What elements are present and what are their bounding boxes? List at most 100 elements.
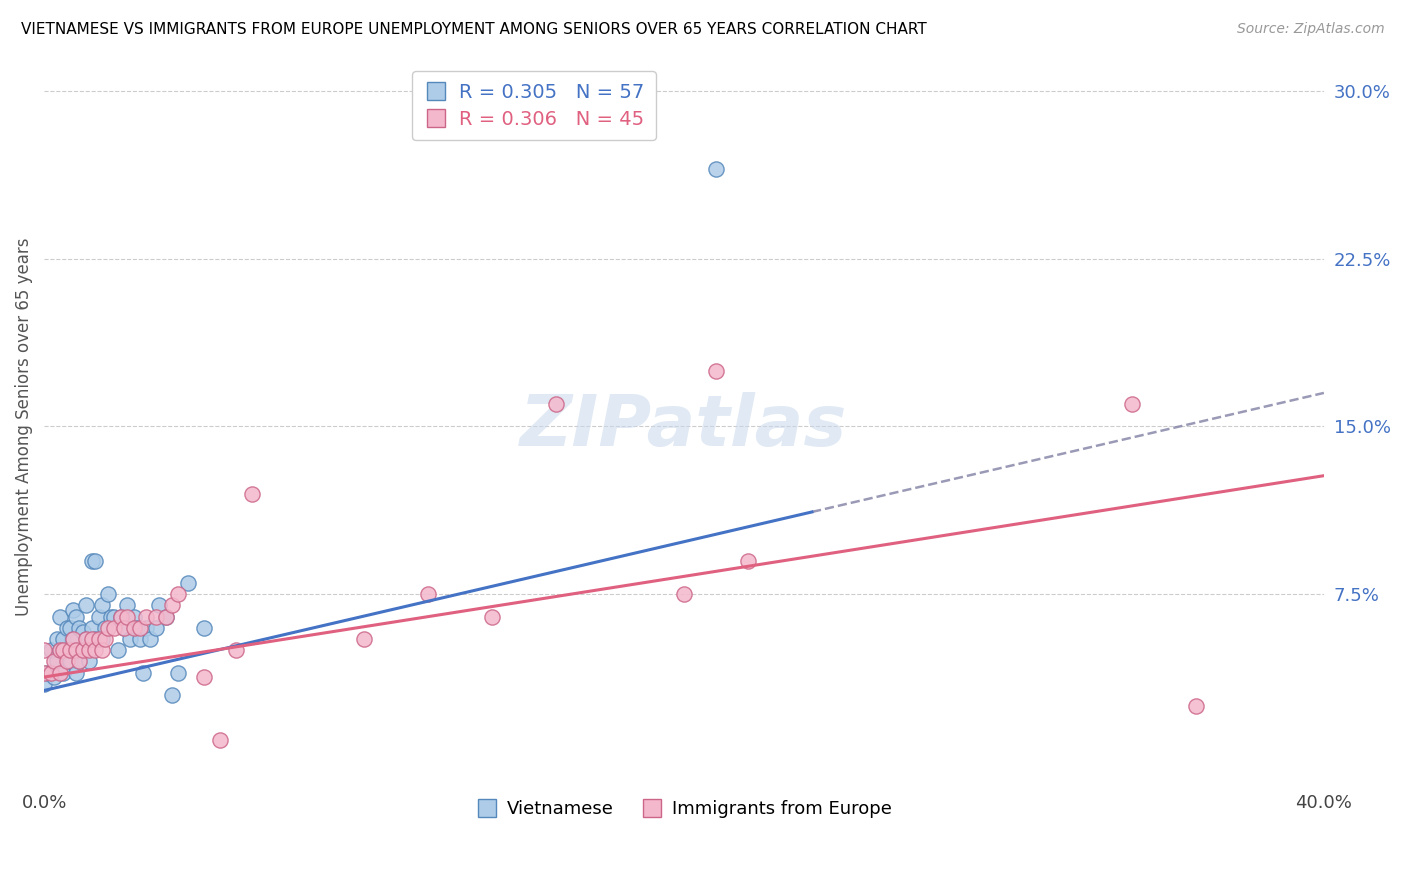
Point xyxy=(544,397,567,411)
Point xyxy=(55,654,77,668)
Point xyxy=(112,621,135,635)
Point xyxy=(132,665,155,680)
Point xyxy=(672,587,695,601)
Point xyxy=(65,643,87,657)
Legend: Vietnamese, Immigrants from Europe: Vietnamese, Immigrants from Europe xyxy=(470,793,898,825)
Point xyxy=(167,665,190,680)
Point xyxy=(49,609,72,624)
Point xyxy=(45,632,67,646)
Point xyxy=(704,162,727,177)
Point xyxy=(62,632,84,646)
Point xyxy=(193,670,215,684)
Point xyxy=(42,654,65,668)
Point xyxy=(67,621,90,635)
Point xyxy=(160,688,183,702)
Point xyxy=(209,732,232,747)
Point xyxy=(52,665,75,680)
Point xyxy=(62,643,84,657)
Point xyxy=(145,609,167,624)
Point xyxy=(90,643,112,657)
Point xyxy=(167,587,190,601)
Point xyxy=(39,665,62,680)
Point xyxy=(193,621,215,635)
Point xyxy=(39,643,62,657)
Point xyxy=(62,603,84,617)
Point xyxy=(82,632,104,646)
Point xyxy=(87,609,110,624)
Point xyxy=(72,625,94,640)
Text: VIETNAMESE VS IMMIGRANTS FROM EUROPE UNEMPLOYMENT AMONG SENIORS OVER 65 YEARS CO: VIETNAMESE VS IMMIGRANTS FROM EUROPE UNE… xyxy=(21,22,927,37)
Point xyxy=(67,654,90,668)
Point xyxy=(82,554,104,568)
Point xyxy=(75,632,97,646)
Point xyxy=(100,609,122,624)
Point xyxy=(122,609,145,624)
Point xyxy=(122,621,145,635)
Point xyxy=(90,632,112,646)
Point xyxy=(82,621,104,635)
Point xyxy=(84,643,107,657)
Point xyxy=(77,654,100,668)
Point xyxy=(67,654,90,668)
Point xyxy=(59,643,82,657)
Point xyxy=(148,599,170,613)
Point xyxy=(117,609,139,624)
Point xyxy=(62,632,84,646)
Point xyxy=(72,643,94,657)
Point xyxy=(65,665,87,680)
Point xyxy=(55,643,77,657)
Point xyxy=(90,599,112,613)
Point xyxy=(737,554,759,568)
Point xyxy=(52,643,75,657)
Point xyxy=(37,665,59,680)
Text: Source: ZipAtlas.com: Source: ZipAtlas.com xyxy=(1237,22,1385,37)
Point xyxy=(135,621,157,635)
Point xyxy=(65,609,87,624)
Point xyxy=(72,643,94,657)
Point xyxy=(75,599,97,613)
Point xyxy=(155,609,177,624)
Point xyxy=(138,632,160,646)
Point xyxy=(155,609,177,624)
Point xyxy=(120,632,142,646)
Point xyxy=(75,632,97,646)
Point xyxy=(225,643,247,657)
Point xyxy=(145,621,167,635)
Point xyxy=(129,632,152,646)
Point xyxy=(49,643,72,657)
Point xyxy=(59,654,82,668)
Point xyxy=(87,632,110,646)
Point xyxy=(97,587,120,601)
Point xyxy=(1121,397,1143,411)
Point xyxy=(94,621,117,635)
Point xyxy=(32,643,55,657)
Point xyxy=(481,609,503,624)
Point xyxy=(49,665,72,680)
Point xyxy=(117,599,139,613)
Point xyxy=(416,587,439,601)
Point xyxy=(84,554,107,568)
Text: ZIPatlas: ZIPatlas xyxy=(520,392,848,461)
Point xyxy=(110,609,132,624)
Y-axis label: Unemployment Among Seniors over 65 years: Unemployment Among Seniors over 65 years xyxy=(15,237,32,615)
Point xyxy=(125,621,148,635)
Point xyxy=(112,621,135,635)
Point xyxy=(55,621,77,635)
Point xyxy=(59,621,82,635)
Point xyxy=(1185,699,1208,714)
Point xyxy=(77,643,100,657)
Point xyxy=(160,599,183,613)
Point xyxy=(107,643,129,657)
Point xyxy=(129,621,152,635)
Point xyxy=(135,609,157,624)
Point xyxy=(704,363,727,377)
Point xyxy=(353,632,375,646)
Point xyxy=(65,643,87,657)
Point xyxy=(103,621,125,635)
Point xyxy=(45,654,67,668)
Point xyxy=(32,665,55,680)
Point xyxy=(42,670,65,684)
Point xyxy=(103,609,125,624)
Point xyxy=(84,632,107,646)
Point xyxy=(49,643,72,657)
